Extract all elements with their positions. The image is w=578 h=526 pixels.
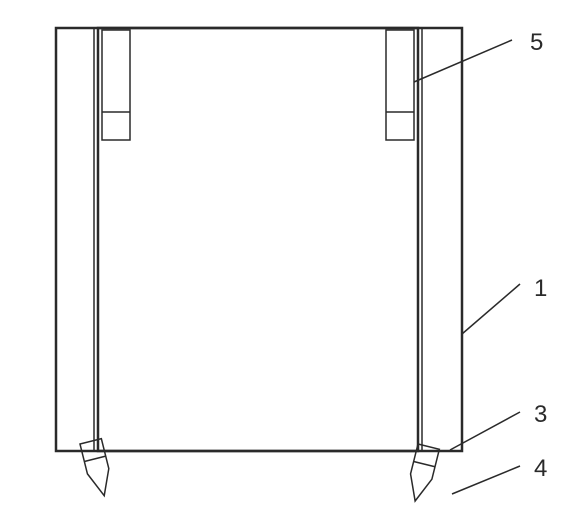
diagram-canvas: 5 1 3 4: [0, 0, 578, 526]
callout-label-1: 1: [534, 275, 547, 302]
callout-label-5: 5: [530, 29, 543, 56]
callout-leader-4: [452, 466, 520, 494]
slot-left: [102, 30, 130, 140]
slot-right: [386, 30, 414, 140]
callout-leader-3: [450, 412, 520, 450]
outer-frame: [56, 28, 462, 451]
callout-leader-1: [462, 284, 520, 334]
callout-label-4: 4: [534, 455, 547, 482]
callout-label-3: 3: [534, 401, 547, 428]
spike-right: [404, 444, 439, 504]
inner-panel: [98, 28, 418, 451]
callouts: 5 1 3 4: [414, 29, 547, 494]
